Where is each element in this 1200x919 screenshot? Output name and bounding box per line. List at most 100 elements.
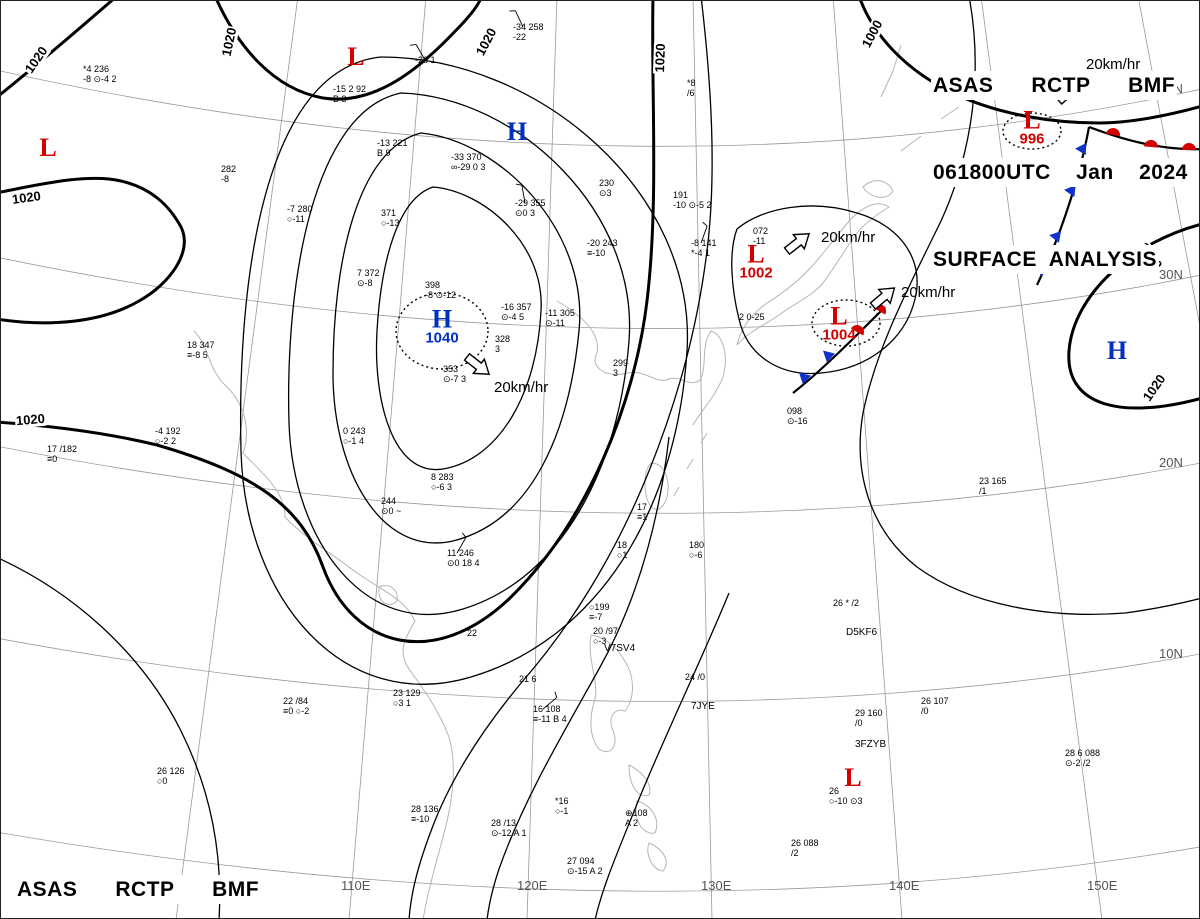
station-plot: *8/6	[687, 78, 696, 98]
station-value: -26 1	[415, 55, 436, 65]
latitude-label: 20N	[1159, 455, 1183, 470]
wind-barb	[700, 225, 708, 244]
station-plot: 17 ≡1	[637, 502, 648, 522]
station-value: 22	[467, 628, 478, 638]
station-value: ⊙-2 /2	[1065, 757, 1091, 768]
movement-arrow	[869, 287, 896, 311]
cold-front-marker	[1064, 185, 1076, 197]
station-value: 191	[673, 190, 689, 200]
dashed-position-ellipse	[395, 292, 489, 370]
station-value: 7 372	[357, 268, 380, 278]
station-plot: 26 088/2	[791, 838, 819, 858]
station-plot: -33 370 ∞-29 0 3	[451, 152, 485, 172]
warm-front-marker	[1106, 128, 1120, 137]
station-value: 16 108	[533, 704, 561, 714]
coastline	[589, 634, 633, 753]
station-value: -11 305	[545, 308, 575, 318]
station-plot: -8 141 *-4 1	[691, 238, 717, 258]
ship-callsign: V7SV4	[604, 643, 636, 654]
station-plot: 29 160/0	[855, 708, 883, 728]
station-value: 17	[637, 502, 648, 512]
station-value: ≡1	[637, 511, 648, 522]
low-symbol: L	[39, 133, 57, 162]
longitude-label: 140E	[889, 878, 920, 893]
station-value: ○199	[589, 602, 610, 612]
station-value: -4 192	[155, 426, 181, 436]
coastline	[193, 330, 454, 918]
station-plot: 353 ⊙-7 3	[443, 364, 466, 384]
station-value: 28 6 088	[1065, 748, 1101, 758]
station-value: -8 ⊙-4 2	[83, 73, 117, 84]
wind-barb-tick	[461, 532, 467, 538]
station-plot: 072 -11	[753, 226, 768, 246]
station-value: 24 /0	[685, 672, 706, 682]
wind-barb-tick	[515, 183, 522, 186]
station-value: 23 129	[393, 688, 421, 698]
station-plot: 11 246 ⊙0 18 4	[447, 548, 480, 568]
station-value: 8 283	[431, 472, 454, 482]
warm-front-marker	[1144, 140, 1158, 148]
station-plot: -11 305 ⊙-11	[545, 308, 575, 328]
coastlines	[193, 44, 960, 918]
station-value: ○-10 ⊙3	[829, 795, 863, 806]
station-value: *-4 1	[691, 247, 711, 258]
cold-front-marker	[822, 350, 836, 363]
coastline	[628, 764, 667, 872]
high-symbol: H	[1106, 336, 1128, 365]
station-value: 0 243	[343, 426, 366, 436]
coastline	[673, 432, 708, 497]
low-symbol: L	[347, 42, 365, 71]
station-plot: *16 ○-1	[555, 796, 569, 816]
station-plot: 24 /0	[685, 672, 706, 683]
chart-title-bottom-left: ASAS RCTP BMF 061800UTC Jan 2024 SURFACE…	[15, 817, 274, 918]
station-plot: 26 107/0	[921, 696, 949, 716]
station-plot: 180 ○-6	[689, 540, 704, 560]
station-value: /6	[687, 87, 695, 98]
high-symbol: H	[431, 304, 453, 334]
warm-front-marker	[1182, 143, 1196, 150]
station-value: 26	[829, 786, 840, 796]
station-value: ⊙-15 A 2	[567, 865, 603, 876]
pressure-center-l: L 1002	[739, 241, 772, 281]
cold-front-marker	[1075, 143, 1087, 155]
station-value: ≡-10	[411, 813, 430, 824]
pressure-center-h: H	[507, 119, 527, 145]
latitude-label: 30N	[1159, 267, 1183, 282]
movement-speed-label: 20km/hr	[901, 284, 956, 301]
station-value: B 9	[377, 147, 391, 158]
station-value: 26 107	[921, 696, 949, 706]
station-value: 26 * /2	[833, 598, 860, 608]
wind-barb	[456, 537, 467, 554]
station-plot: -4 192 ○-2 2	[155, 426, 181, 446]
station-plot: 28 /13 ⊙-12 A 1	[491, 818, 527, 838]
ship-callsign: D5KF6	[846, 627, 878, 638]
station-value: -8 141	[691, 238, 717, 248]
wind-barb-tick	[554, 691, 558, 698]
station-value: ⊙3	[599, 187, 612, 198]
station-plot: 0 243 ○-1 4	[343, 426, 366, 446]
pressure-value: 1040	[425, 329, 459, 347]
isobar-label: 1020	[10, 188, 43, 208]
coastline	[862, 180, 894, 198]
longitude-label: 110E	[341, 878, 371, 893]
station-plot: 282 -8	[221, 164, 236, 184]
station-plot: ○199 ≡-7	[589, 602, 610, 622]
station-plot: 22 /84 ≡0 ○-2	[283, 696, 309, 716]
station-value: 398	[425, 280, 441, 290]
station-value: ⊙-11	[545, 317, 565, 328]
station-value: ○-2 2	[155, 435, 176, 446]
station-value: 371	[381, 208, 397, 218]
isobar-label: 1020	[21, 43, 52, 77]
station-value: ≡-7	[589, 611, 603, 622]
station-value: *4 236	[83, 64, 110, 74]
warm-front-marker	[850, 325, 864, 336]
station-plot: -26 1	[415, 55, 436, 66]
low-symbol: L	[830, 301, 848, 331]
station-value: 17 /182	[47, 444, 78, 454]
wind-barb	[514, 10, 524, 28]
station-value: /0	[855, 717, 863, 728]
station-value: 2 0-25	[739, 312, 765, 322]
movement-arrow	[463, 352, 491, 375]
station-plot: 26 * /2	[833, 598, 860, 609]
